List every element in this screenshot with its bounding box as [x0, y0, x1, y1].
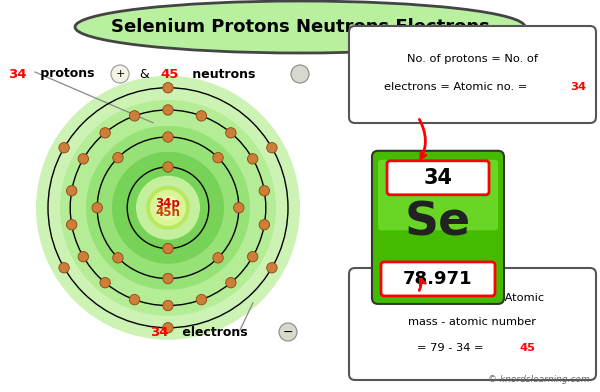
Circle shape: [112, 152, 224, 264]
Circle shape: [196, 111, 206, 121]
FancyBboxPatch shape: [349, 26, 596, 123]
Circle shape: [163, 83, 173, 93]
Circle shape: [163, 273, 173, 284]
Circle shape: [100, 128, 110, 138]
Text: 45: 45: [160, 67, 178, 80]
Circle shape: [92, 203, 103, 213]
Circle shape: [60, 100, 276, 316]
Circle shape: [113, 152, 123, 163]
Text: +: +: [115, 69, 125, 79]
Circle shape: [163, 323, 173, 333]
Text: protons: protons: [36, 67, 95, 80]
Circle shape: [113, 252, 123, 263]
Circle shape: [36, 76, 300, 340]
Circle shape: [163, 105, 173, 115]
Circle shape: [67, 185, 77, 196]
Circle shape: [130, 294, 140, 305]
Circle shape: [59, 263, 69, 273]
Circle shape: [291, 65, 309, 83]
Circle shape: [156, 196, 180, 220]
Circle shape: [196, 294, 206, 305]
Text: Se: Se: [405, 201, 471, 246]
Text: neutrons: neutrons: [188, 67, 256, 80]
Circle shape: [78, 154, 89, 164]
Circle shape: [259, 185, 269, 196]
Circle shape: [226, 128, 236, 138]
Text: = 79 - 34 =: = 79 - 34 =: [418, 343, 488, 353]
Circle shape: [213, 252, 223, 263]
Text: Selenium Protons Neutrons Electrons: Selenium Protons Neutrons Electrons: [110, 18, 490, 36]
Circle shape: [67, 220, 77, 230]
Ellipse shape: [75, 1, 525, 53]
Circle shape: [59, 143, 69, 153]
Circle shape: [150, 190, 186, 226]
Text: No. of protons = No. of: No. of protons = No. of: [407, 54, 538, 64]
FancyBboxPatch shape: [349, 268, 596, 380]
Text: electrons: electrons: [178, 325, 248, 339]
Text: 78.971: 78.971: [403, 270, 473, 288]
Text: © knordslearning.com: © knordslearning.com: [488, 375, 590, 384]
Text: electrons = Atomic no. =: electrons = Atomic no. =: [384, 82, 531, 92]
FancyBboxPatch shape: [381, 262, 495, 296]
Circle shape: [259, 220, 269, 230]
Circle shape: [226, 278, 236, 288]
Circle shape: [267, 263, 277, 273]
Circle shape: [267, 143, 277, 153]
Circle shape: [163, 162, 173, 172]
FancyBboxPatch shape: [372, 151, 504, 304]
Text: 34p: 34p: [155, 197, 181, 210]
Circle shape: [130, 111, 140, 121]
Circle shape: [86, 126, 250, 290]
Text: No. of neutrons = Atomic: No. of neutrons = Atomic: [400, 293, 545, 303]
Circle shape: [163, 132, 173, 142]
Circle shape: [100, 278, 110, 288]
Circle shape: [163, 300, 173, 311]
Circle shape: [146, 186, 190, 230]
Circle shape: [213, 152, 223, 163]
Text: 45: 45: [520, 343, 535, 353]
Text: 34: 34: [424, 168, 452, 188]
Circle shape: [163, 243, 173, 254]
Text: 34: 34: [570, 82, 586, 92]
Text: mass - atomic number: mass - atomic number: [409, 317, 536, 327]
Text: 45n: 45n: [155, 206, 181, 219]
Text: −: −: [283, 325, 293, 339]
Circle shape: [233, 203, 244, 213]
FancyBboxPatch shape: [387, 161, 489, 195]
Text: &: &: [136, 67, 154, 80]
Circle shape: [247, 154, 258, 164]
Text: 34: 34: [8, 67, 26, 80]
FancyBboxPatch shape: [378, 160, 498, 230]
Text: 34: 34: [150, 325, 169, 339]
Circle shape: [279, 323, 297, 341]
Circle shape: [247, 251, 258, 262]
Circle shape: [136, 176, 200, 240]
Circle shape: [111, 65, 129, 83]
Circle shape: [78, 251, 89, 262]
